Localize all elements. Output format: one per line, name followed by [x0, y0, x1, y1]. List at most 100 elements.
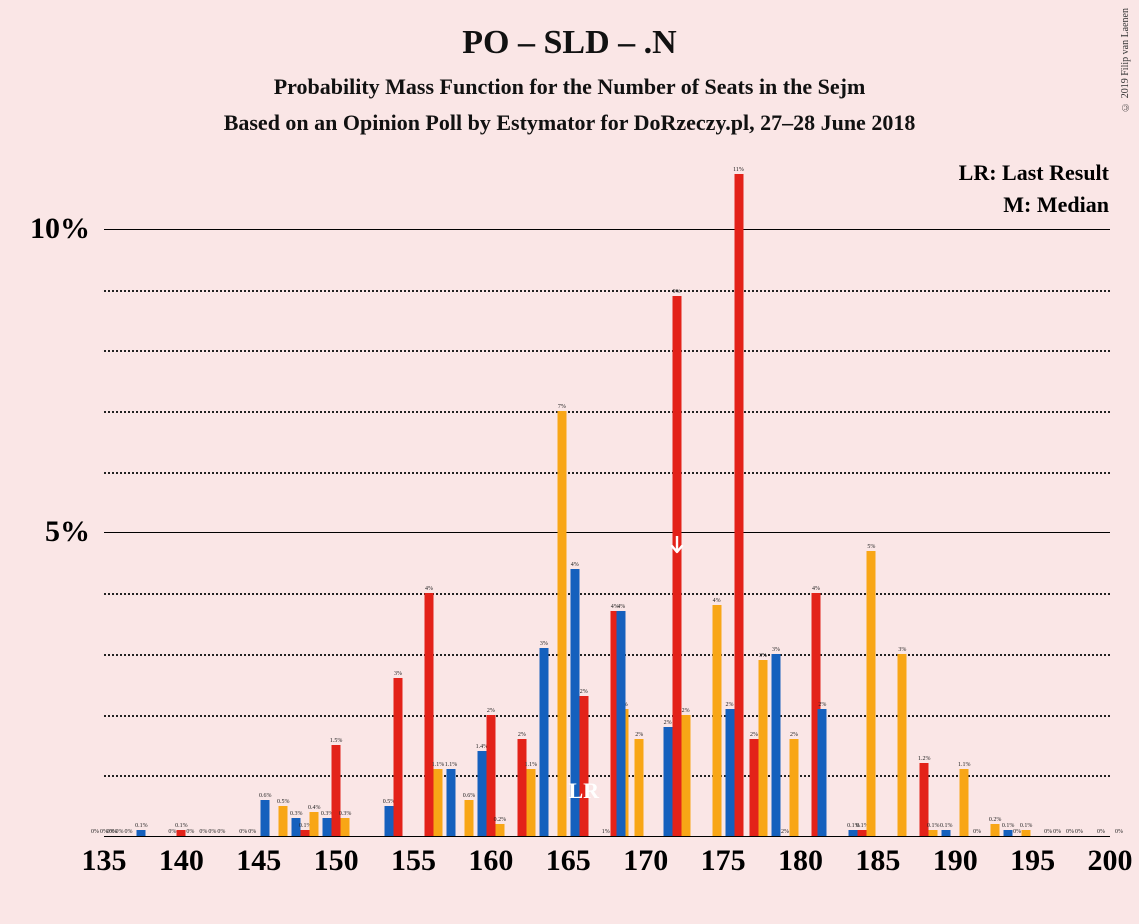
bar-value-label: 0% [1115, 829, 1123, 835]
plot-area: 5%10%13514014515015516016517017518018519… [104, 156, 1110, 836]
bar-value-label: 4% [425, 586, 433, 592]
bar-value-label: 0% [1066, 829, 1074, 835]
x-axis-label: 165 [546, 844, 591, 878]
bar-blue: 1.1% [446, 769, 455, 836]
bar-value-label: 0% [1053, 829, 1061, 835]
bar-orange: 0.2% [991, 824, 1000, 836]
x-axis-label: 175 [701, 844, 746, 878]
x-axis-label: 145 [236, 844, 281, 878]
bar-red: 9% [672, 296, 681, 836]
x-axis-label: 180 [778, 844, 823, 878]
bar-value-label: 1.1% [445, 762, 458, 768]
chart-title: PO – SLD – .N [0, 24, 1139, 62]
bar-value-label: 3% [898, 647, 906, 653]
bar-value-label: 2% [781, 829, 789, 835]
bar-orange: 4% [712, 605, 721, 836]
y-axis-label: 10% [30, 212, 90, 246]
bar-value-label: 2% [518, 732, 526, 738]
bar-value-label: 1.1% [432, 762, 445, 768]
bar-value-label: 4% [617, 604, 625, 610]
bar-orange: 2% [789, 739, 798, 836]
bar-value-label: 1.2% [918, 756, 931, 762]
bar-value-label: 0.2% [494, 817, 507, 823]
bar-group: 2%9%2% [663, 156, 690, 836]
bar-value-label: 0.6% [259, 793, 272, 799]
bar-red: 4% [425, 593, 434, 836]
bar-value-label: 0.5% [277, 799, 290, 805]
bar-blue: 0.3% [323, 818, 332, 836]
bar-value-label: 9% [673, 289, 681, 295]
x-axis-label: 135 [82, 844, 127, 878]
bar-value-label: 0% [106, 829, 114, 835]
bar-value-label: 0% [217, 829, 225, 835]
bar-value-label: 0% [186, 829, 194, 835]
bar-orange: 0.5% [279, 806, 288, 836]
bar-value-label: 2% [682, 708, 690, 714]
bar-group: 4% [694, 156, 721, 836]
bar-orange: 1.1% [960, 769, 969, 836]
bar-value-label: 2% [726, 702, 734, 708]
bar-value-label: 0% [91, 829, 99, 835]
bar-value-label: 0% [124, 829, 132, 835]
bar-value-label: 5% [867, 544, 875, 550]
bar-red: 2% [750, 739, 759, 836]
bar-group: 0%0% [1066, 156, 1093, 836]
bar-red: 0.1% [858, 830, 867, 836]
bar-group: 3%7% [539, 156, 566, 836]
bar-orange: 0.1% [929, 830, 938, 836]
bar-group: 0.1%0%0.1% [1004, 156, 1031, 836]
x-axis-label: 140 [159, 844, 204, 878]
bar-group: 0.3% 0.1% 0.4% [292, 156, 319, 836]
x-axis-label: 185 [855, 844, 900, 878]
bar-group: 0.1%0.1%5% [849, 156, 876, 836]
bar-orange: 0.1% [1022, 830, 1031, 836]
x-axis-label: 150 [314, 844, 359, 878]
bar-value-label: 0.1% [927, 823, 940, 829]
bar-value-label: 0% [168, 829, 176, 835]
bar-value-label: 0% [1013, 829, 1021, 835]
chart-container: PO – SLD – .N Probability Mass Function … [0, 0, 1139, 924]
bar-blue: 2% [663, 727, 672, 836]
chart-subtitle-2: Based on an Opinion Poll by Estymator fo… [0, 110, 1139, 136]
bar-value-label: 0.4% [308, 805, 321, 811]
bar-orange: 1.1% [526, 769, 535, 836]
bar-group: 3% [880, 156, 907, 836]
x-axis-label: 160 [468, 844, 513, 878]
bar-value-label: 1.5% [330, 738, 343, 744]
x-axis-label: 200 [1088, 844, 1133, 878]
bar-blue: 2% [818, 709, 827, 837]
bar-blue: 3% [771, 654, 780, 836]
bar-value-label: 2% [790, 732, 798, 738]
bar-group: 0.6% 0.5% [261, 156, 288, 836]
bar-value-label: 3% [394, 671, 402, 677]
bar-value-label: 0.1% [135, 823, 148, 829]
bar-value-label: 0.1% [940, 823, 953, 829]
bar-red: 0.1% [301, 830, 310, 836]
bar-orange: 1.1% [434, 769, 443, 836]
x-axis-label: 195 [1010, 844, 1055, 878]
bar-group: 0%0% [230, 156, 257, 836]
bar-red: 2% [579, 696, 588, 836]
bar-orange: 0.3% [341, 818, 350, 836]
bar-group: 1.1%0.6% [446, 156, 473, 836]
bar-group: 0%0.1%0% [168, 156, 195, 836]
bar-value-label: 1% [602, 829, 610, 835]
bar-blue: 3% [539, 648, 548, 836]
bar-value-label: 0% [973, 829, 981, 835]
bar-value-label: 4% [713, 598, 721, 604]
bar-value-label: 0.3% [290, 811, 303, 817]
bar-value-label: 2% [750, 732, 758, 738]
bar-group: 2% 1.1% [508, 156, 535, 836]
bar-value-label: 0% [1075, 829, 1083, 835]
bar-blue: 4% [570, 569, 579, 836]
bar-blue: 0.1% [137, 830, 146, 836]
bar-value-label: 2% [664, 720, 672, 726]
bar-blue: 1.4% [477, 751, 486, 836]
bar-group: 4%1.1% [416, 156, 443, 836]
bar-orange: 0.2% [495, 824, 504, 836]
bar-value-label: 2% [580, 689, 588, 695]
bar-value-label: 0% [239, 829, 247, 835]
bar-group: 4%2% [617, 156, 644, 836]
bar-value-label: 4% [571, 562, 579, 568]
bar-group: 0%0%0% [199, 156, 226, 836]
